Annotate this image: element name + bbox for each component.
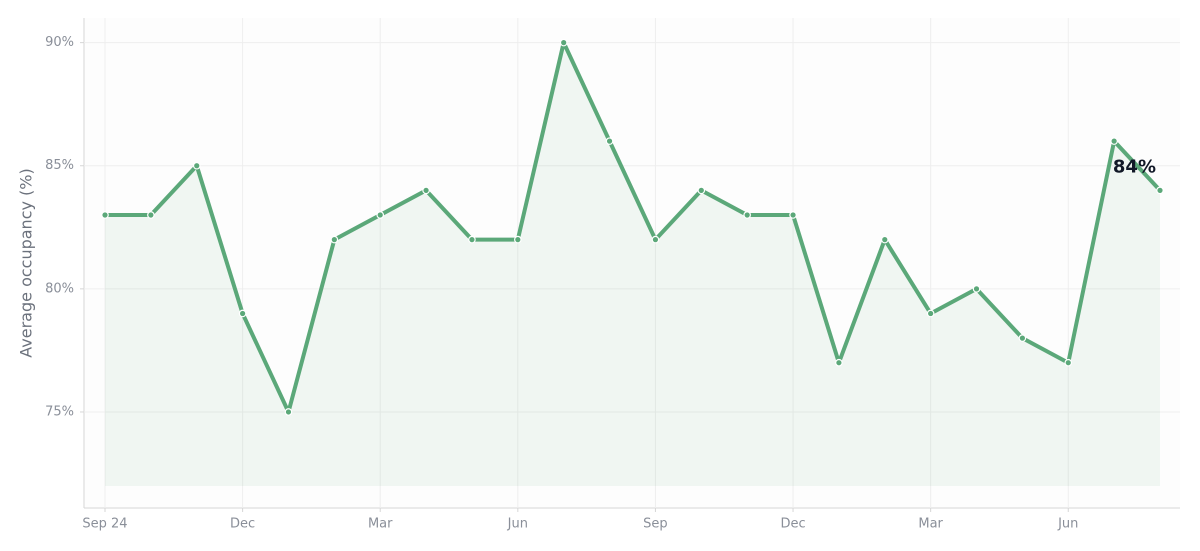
point [559, 38, 568, 47]
value-label: 84% [1113, 156, 1156, 177]
y-axis-title: Average occupancy (%) [17, 168, 36, 357]
point [743, 211, 751, 219]
point [605, 137, 614, 145]
point [651, 235, 660, 244]
area [105, 42, 1160, 487]
x-tick-label: Sep [643, 517, 668, 532]
y-tick-label: 90% [45, 35, 74, 50]
plot-area [84, 18, 1180, 508]
point [376, 211, 385, 219]
x-tick-label: Dec [230, 517, 255, 532]
point [422, 186, 430, 195]
point [192, 161, 201, 170]
point [789, 211, 797, 219]
point [880, 235, 889, 244]
point [1110, 137, 1118, 145]
point [972, 285, 981, 293]
point [284, 408, 293, 416]
x-tick-label: Dec [780, 517, 805, 532]
y-tick-label: 80% [45, 281, 74, 296]
y-tick-label: 75% [45, 404, 74, 419]
x-tick-label: Jun [1057, 517, 1078, 532]
y-tick-label: 85% [45, 158, 74, 173]
x-tick-label: Jun [507, 517, 528, 532]
point [1064, 358, 1073, 367]
x-tick-label: Mar [368, 517, 393, 532]
point [101, 211, 109, 219]
x-tick-label: Mar [918, 517, 943, 532]
point [1018, 334, 1027, 342]
line [105, 40, 1162, 414]
point [147, 211, 155, 219]
point [1156, 186, 1164, 195]
point [514, 235, 522, 244]
point [926, 309, 935, 318]
x-tick-label: Sep 24 [82, 517, 127, 532]
point [835, 358, 843, 367]
point [330, 235, 339, 244]
point [238, 309, 247, 318]
point [697, 186, 706, 195]
point [468, 235, 476, 244]
